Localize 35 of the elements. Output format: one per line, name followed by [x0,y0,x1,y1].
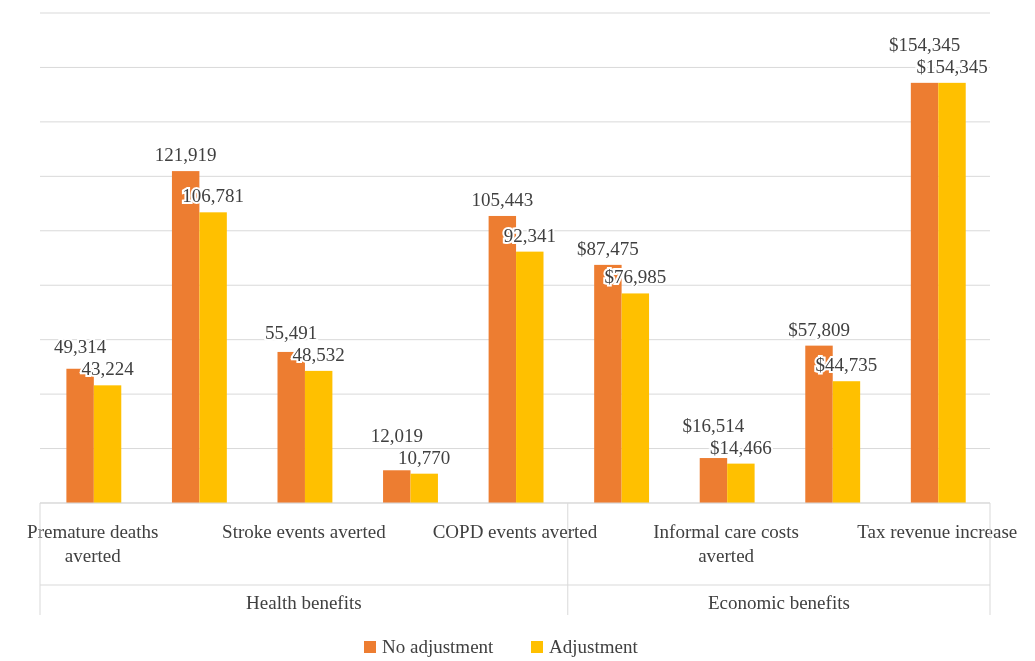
legend-label: Adjustment [549,636,639,657]
text: Economic benefits [707,592,850,613]
bar [199,212,227,503]
bar [304,370,333,503]
bar [938,82,966,503]
data-label: 105,443 [471,188,534,210]
data-label: $154,345 [916,55,988,77]
data-label: $154,345 [888,33,961,55]
bar [621,293,650,503]
data-label: 43,224 [81,358,135,380]
data-label: $87,475 [577,237,639,259]
data-label: $16,514 [682,414,745,436]
text: Health benefits [246,592,362,613]
data-label: 121,919 [154,144,217,166]
data-label: 12,019 [370,424,423,446]
bar [699,458,728,503]
x-tick-label: COPD events averted [432,521,598,542]
bar [910,82,939,503]
bar [832,381,861,503]
data-label: $14,466 [710,436,772,458]
x-tick-label: Tax revenue increase [857,521,1018,542]
legend-label: No adjustment [382,636,495,657]
bar [727,463,755,503]
x-tick-label: Stroke events averted [222,521,387,542]
bar [516,251,544,503]
bar [93,385,122,503]
data-label: 10,770 [398,446,451,468]
bar [383,470,411,503]
x-tick-label: Informal care costs averted [653,521,799,566]
data-label: 49,314 [53,336,107,358]
x-tick-label: Premature deaths averted [27,521,159,566]
data-label: 48,532 [292,343,345,365]
data-label: $57,809 [788,318,850,340]
data-label: 55,491 [265,321,318,343]
bar [410,473,438,503]
